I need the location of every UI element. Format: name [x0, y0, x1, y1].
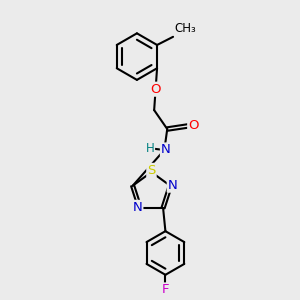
Text: N: N: [168, 179, 178, 192]
Text: F: F: [162, 284, 169, 296]
Text: S: S: [147, 164, 156, 177]
Text: CH₃: CH₃: [175, 22, 196, 35]
Text: N: N: [161, 143, 171, 157]
Text: H: H: [146, 142, 154, 155]
Text: N: N: [133, 201, 142, 214]
Text: O: O: [150, 83, 161, 96]
Text: O: O: [188, 119, 199, 132]
